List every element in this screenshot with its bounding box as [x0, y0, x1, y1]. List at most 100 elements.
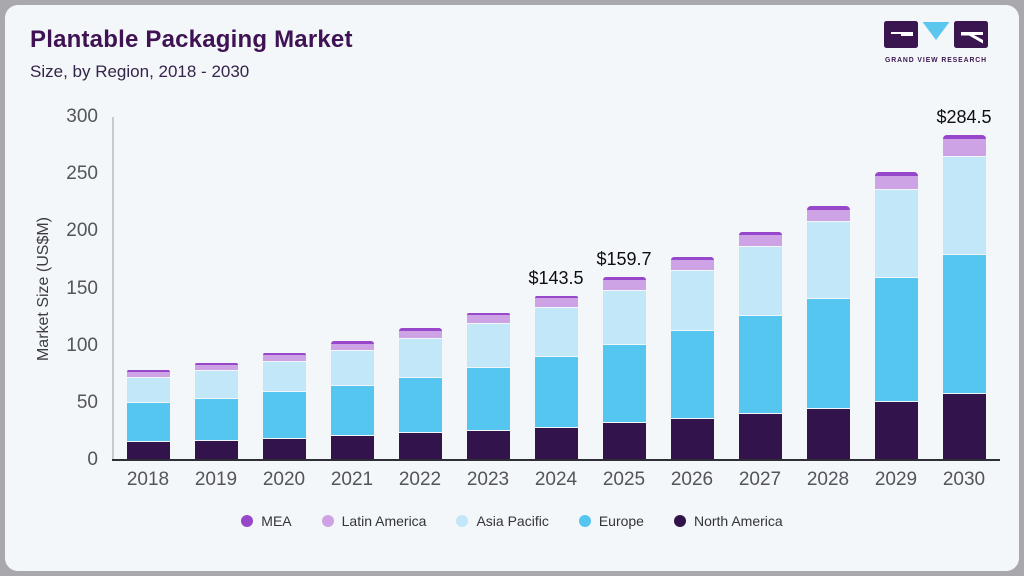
bar-2025-north_america[interactable] [602, 423, 646, 460]
bar-2021-europe[interactable] [330, 385, 374, 436]
bar-2025-mea[interactable] [602, 277, 646, 281]
legend-item-mea[interactable]: MEA [241, 513, 292, 529]
bar-2029-asia_pacific[interactable] [874, 190, 918, 278]
bar-2019-europe[interactable] [194, 399, 238, 441]
legend-label-north_america: North America [693, 513, 783, 529]
bar-2021-asia_pacific[interactable] [330, 351, 374, 386]
x-axis-labels: 2018 2019 2020 2021 2022 2023 2024 2025 2026 2027… [114, 469, 998, 491]
bar-column-2029 [862, 117, 930, 460]
bar-stack-2026 [670, 257, 714, 460]
bar-2024-asia_pacific[interactable] [534, 308, 578, 357]
x-label-2023: 2023 [466, 469, 510, 490]
bar-2029-europe[interactable] [874, 277, 918, 403]
bar-2025-europe[interactable] [602, 345, 646, 424]
bar-column-2024: $143.5 [522, 117, 590, 460]
y-tick-100: 100 [66, 334, 98, 356]
bar-column-2020 [250, 117, 318, 460]
legend-label-mea: MEA [261, 513, 292, 529]
y-tick-50: 50 [76, 391, 98, 413]
bar-2020-europe[interactable] [262, 392, 306, 439]
bar-2022-latin_america[interactable] [398, 330, 442, 339]
bar-2019-latin_america[interactable] [194, 365, 238, 372]
legend-dot-mea [241, 515, 254, 527]
bar-2027-latin_america[interactable] [738, 235, 782, 248]
bar-2022-europe[interactable] [398, 378, 442, 434]
logo-v-triangle [922, 22, 950, 40]
bar-stack-2029 [874, 172, 918, 460]
bar-2022-asia_pacific[interactable] [398, 338, 442, 379]
bar-2021-north_america[interactable] [330, 436, 374, 460]
bar-2018-asia_pacific[interactable] [126, 377, 170, 404]
bar-2020-latin_america[interactable] [262, 355, 306, 362]
bar-2030-asia_pacific[interactable] [942, 157, 986, 255]
bar-2030-latin_america[interactable] [942, 138, 986, 158]
bar-2024-north_america[interactable] [534, 427, 578, 460]
bar-2027-mea[interactable] [738, 231, 782, 236]
bar-stack-2027 [738, 231, 782, 460]
bar-2028-mea[interactable] [806, 205, 850, 210]
bar-2030-north_america[interactable] [942, 394, 986, 460]
y-axis-line [112, 117, 114, 460]
chart-card [5, 5, 1019, 571]
bar-2018-europe[interactable] [126, 403, 170, 443]
bar-2026-north_america[interactable] [670, 419, 714, 460]
bar-2019-asia_pacific[interactable] [194, 371, 238, 400]
bar-2023-europe[interactable] [466, 368, 510, 431]
bar-2027-north_america[interactable] [738, 414, 782, 460]
page-title: Plantable Packaging Market [30, 26, 353, 53]
y-tick-200: 200 [66, 220, 98, 242]
bar-2022-mea[interactable] [398, 327, 442, 331]
legend-item-north_america[interactable]: North America [673, 513, 783, 529]
legend-label-europe: Europe [598, 513, 644, 529]
bar-2019-north_america[interactable] [194, 440, 238, 460]
x-label-2028: 2028 [806, 469, 850, 490]
bar-2026-latin_america[interactable] [670, 259, 714, 272]
logo-text: GRAND VIEW RESEARCH [885, 55, 987, 64]
bar-2024-latin_america[interactable] [534, 298, 578, 309]
bar-stack-2018 [126, 369, 170, 460]
bar-2018-mea[interactable] [126, 369, 170, 373]
legend-dot-asia_pacific [456, 515, 469, 527]
bar-2024-europe[interactable] [534, 356, 578, 428]
bar-2020-north_america[interactable] [262, 438, 306, 460]
bar-2030-europe[interactable] [942, 254, 986, 395]
bar-2023-mea[interactable] [466, 312, 510, 316]
bar-2030-mea[interactable] [942, 134, 986, 139]
bar-stack-2030 [942, 134, 986, 460]
bar-2018-latin_america[interactable] [126, 372, 170, 378]
bar-2020-asia_pacific[interactable] [262, 361, 306, 393]
bar-2027-asia_pacific[interactable] [738, 247, 782, 316]
bar-2021-latin_america[interactable] [330, 343, 374, 352]
legend-item-europe[interactable]: Europe [578, 513, 644, 529]
bar-2028-north_america[interactable] [806, 408, 850, 460]
bar-2023-asia_pacific[interactable] [466, 324, 510, 369]
bar-2020-mea[interactable] [262, 352, 306, 356]
legend-item-asia_pacific[interactable]: Asia Pacific [456, 513, 549, 529]
bar-2018-north_america[interactable] [126, 442, 170, 460]
bar-2029-latin_america[interactable] [874, 176, 918, 191]
bar-2028-latin_america[interactable] [806, 209, 850, 223]
bar-2022-north_america[interactable] [398, 433, 442, 460]
bar-2021-mea[interactable] [330, 341, 374, 344]
bar-2023-latin_america[interactable] [466, 315, 510, 325]
bar-2027-europe[interactable] [738, 315, 782, 415]
bar-2028-europe[interactable] [806, 298, 850, 409]
bar-2024-mea[interactable] [534, 295, 578, 299]
value-label-2024: $143.5 [528, 267, 584, 288]
bar-2026-asia_pacific[interactable] [670, 271, 714, 332]
bar-2026-mea[interactable] [670, 257, 714, 260]
bar-2025-latin_america[interactable] [602, 280, 646, 291]
bar-2025-asia_pacific[interactable] [602, 290, 646, 346]
bar-2028-asia_pacific[interactable] [806, 222, 850, 299]
bar-column-2021 [318, 117, 386, 460]
bar-2023-north_america[interactable] [466, 430, 510, 460]
bar-column-2030: $284.5 [930, 107, 998, 460]
bar-2029-north_america[interactable] [874, 402, 918, 460]
bar-2019-mea[interactable] [194, 362, 238, 366]
bar-2029-mea[interactable] [874, 172, 918, 177]
chart-legend: MEA Latin America Asia Pacific Europe North … [0, 513, 1024, 529]
bar-2026-europe[interactable] [670, 331, 714, 420]
legend-item-latin_america[interactable]: Latin America [321, 513, 426, 529]
x-label-2022: 2022 [398, 469, 442, 490]
x-axis-line [112, 459, 1000, 461]
